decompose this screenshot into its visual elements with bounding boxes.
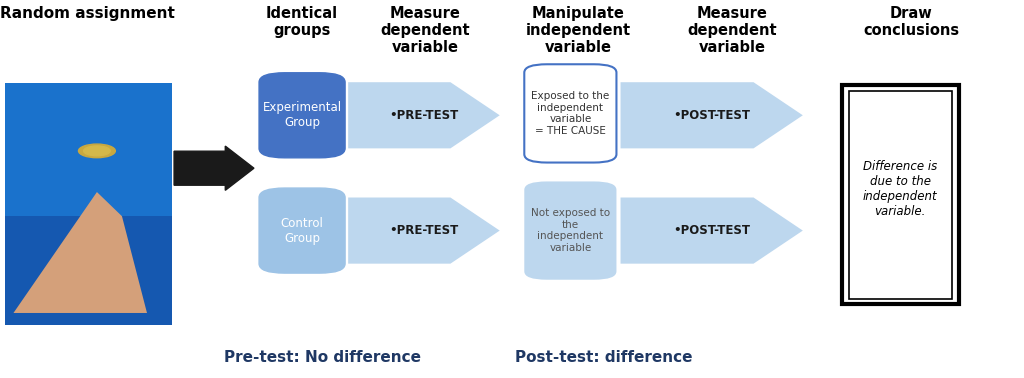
Polygon shape — [348, 82, 500, 149]
Text: Random assignment: Random assignment — [0, 6, 174, 21]
FancyBboxPatch shape — [524, 181, 616, 280]
Text: Post-test: difference: Post-test: difference — [515, 350, 693, 365]
FancyBboxPatch shape — [259, 73, 345, 158]
FancyBboxPatch shape — [5, 83, 172, 325]
Text: Measure
dependent
variable: Measure dependent variable — [380, 6, 470, 56]
Circle shape — [84, 146, 111, 156]
Text: •POST-TEST: •POST-TEST — [673, 224, 751, 237]
Text: Measure
dependent
variable: Measure dependent variable — [687, 6, 777, 56]
FancyArrow shape — [174, 146, 254, 190]
Text: Pre-test: No difference: Pre-test: No difference — [224, 350, 421, 365]
Text: Exposed to the
independent
variable
= THE CAUSE: Exposed to the independent variable = TH… — [531, 91, 609, 136]
Polygon shape — [621, 82, 803, 149]
Circle shape — [79, 144, 116, 158]
FancyBboxPatch shape — [842, 85, 959, 304]
Text: Not exposed to
the
independent
variable: Not exposed to the independent variable — [530, 208, 610, 253]
FancyBboxPatch shape — [849, 91, 952, 299]
Text: Experimental
Group: Experimental Group — [262, 101, 342, 129]
FancyBboxPatch shape — [5, 83, 172, 216]
Polygon shape — [621, 197, 803, 264]
FancyBboxPatch shape — [259, 188, 345, 273]
FancyBboxPatch shape — [524, 64, 616, 163]
Text: Manipulate
independent
variable: Manipulate independent variable — [526, 6, 631, 56]
Text: Draw
conclusions: Draw conclusions — [863, 6, 959, 38]
Text: •POST-TEST: •POST-TEST — [673, 109, 751, 122]
Text: Difference is
due to the
independent
variable.: Difference is due to the independent var… — [863, 160, 937, 218]
Polygon shape — [13, 192, 147, 313]
Text: Identical
groups: Identical groups — [266, 6, 338, 38]
Text: •PRE-TEST: •PRE-TEST — [389, 224, 459, 237]
Text: •PRE-TEST: •PRE-TEST — [389, 109, 459, 122]
Polygon shape — [348, 197, 500, 264]
Text: Control
Group: Control Group — [281, 217, 324, 245]
